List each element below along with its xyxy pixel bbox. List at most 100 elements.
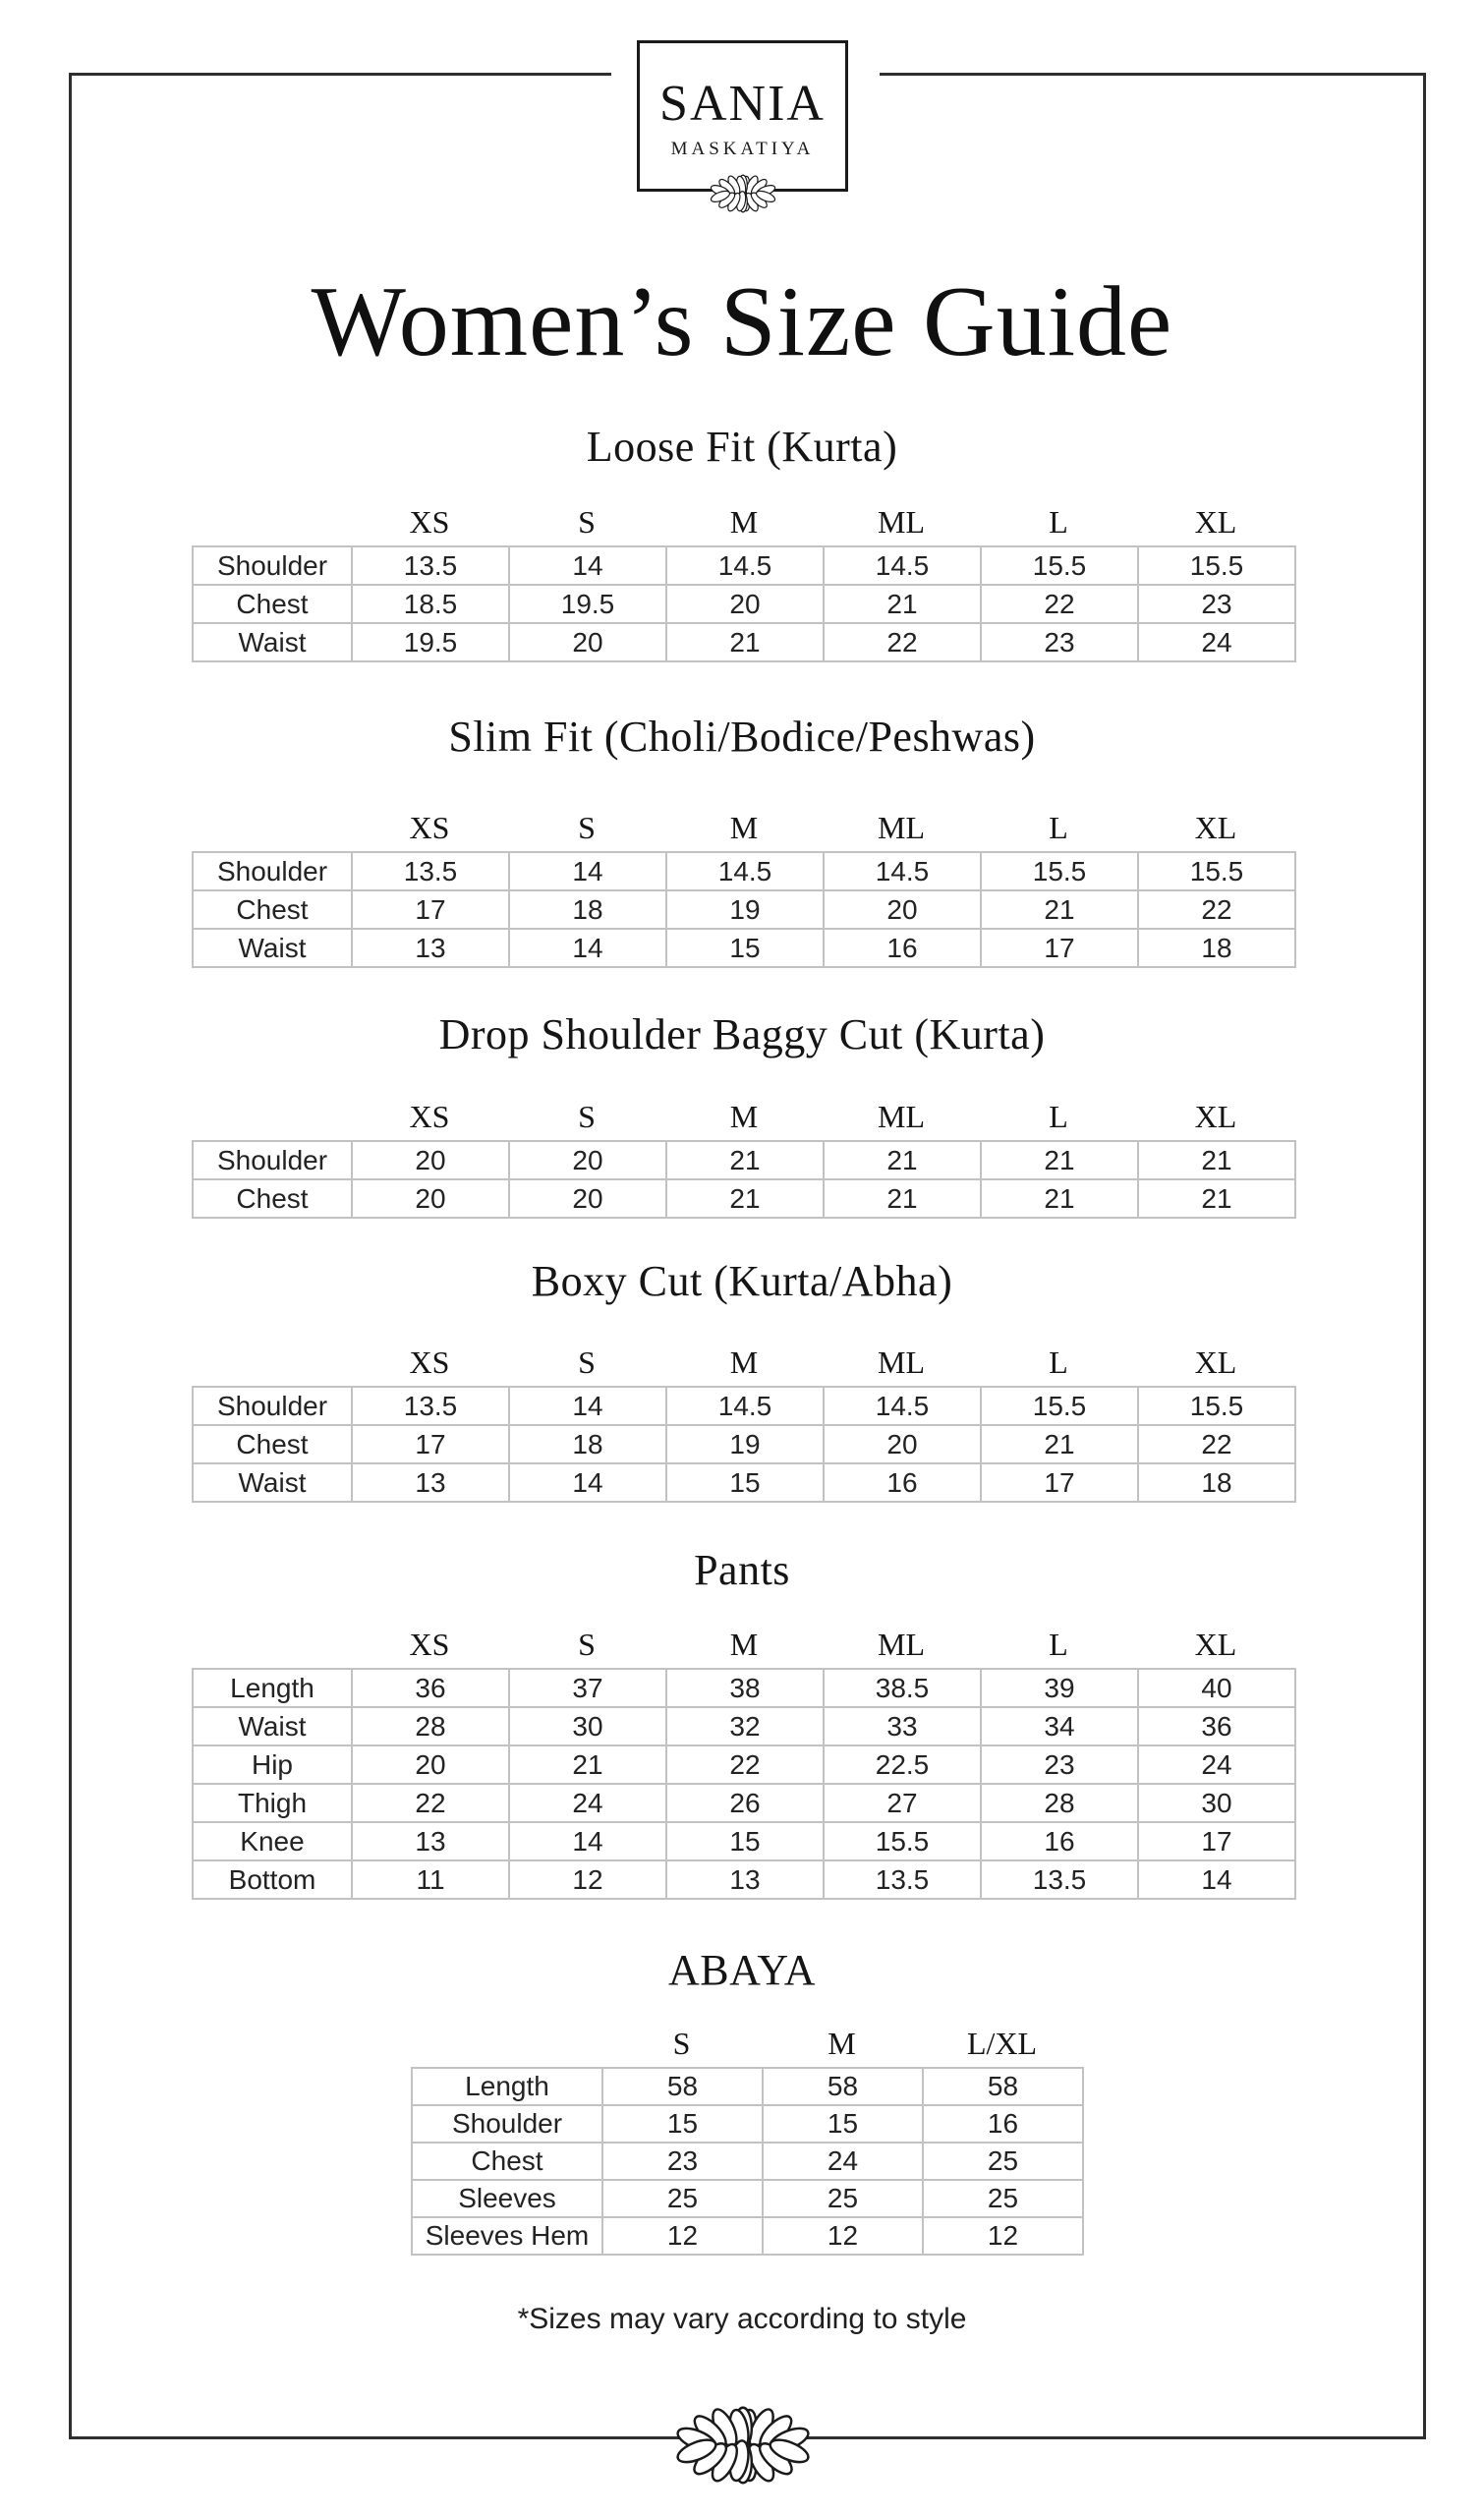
measurement-value-cell: 58 xyxy=(762,2067,924,2106)
measurement-value-cell: 40 xyxy=(1137,1668,1296,1708)
measurement-value-cell: 13 xyxy=(351,1462,510,1503)
measurement-value-cell: 25 xyxy=(922,2142,1084,2181)
measurement-value-cell: 20 xyxy=(351,1140,510,1180)
measurement-value-cell: 24 xyxy=(508,1783,667,1823)
measurement-value-cell: 19 xyxy=(665,1424,825,1464)
measurement-value-cell: 14.5 xyxy=(823,851,982,891)
table-row: Knee 13 14 15 15.5 16 17 xyxy=(192,1821,1296,1861)
size-column-header: M xyxy=(729,1344,759,1380)
measurement-value-cell: 18.5 xyxy=(351,584,510,624)
measurement-row-label: Chest xyxy=(192,584,353,624)
measurement-value-cell: 13.5 xyxy=(351,545,510,586)
measurement-value-cell: 20 xyxy=(665,584,825,624)
size-column-header: ML xyxy=(878,504,925,540)
size-column-header: ML xyxy=(878,1344,925,1380)
measurement-value-cell: 16 xyxy=(823,1462,982,1503)
measurement-value-cell: 23 xyxy=(980,622,1139,662)
table-row: Chest 20 20 21 21 21 21 xyxy=(192,1178,1296,1219)
size-column-header: M xyxy=(729,1627,759,1662)
measurement-value-cell: 21 xyxy=(508,1744,667,1785)
measurement-value-cell: 13.5 xyxy=(823,1859,982,1900)
measurement-value-cell: 28 xyxy=(351,1706,510,1746)
brand-subname: MASKATIYA xyxy=(670,139,815,159)
table-row: Length 58 58 58 xyxy=(411,2067,1084,2106)
measurement-value-cell: 17 xyxy=(351,1424,510,1464)
measurement-value-cell: 37 xyxy=(508,1668,667,1708)
page-frame-top-left-segment xyxy=(69,73,611,76)
measurement-row-label: Hip xyxy=(192,1744,353,1785)
table-row: Chest 17 18 19 20 21 22 xyxy=(192,889,1296,930)
measurement-value-cell: 14 xyxy=(508,928,667,968)
brand-name: SANIA xyxy=(659,76,826,132)
table-row: Shoulder 20 20 21 21 21 21 xyxy=(192,1140,1296,1180)
size-column-header: XL xyxy=(1194,1344,1237,1380)
measurement-value-cell: 13 xyxy=(665,1859,825,1900)
measurement-value-cell: 13 xyxy=(351,1821,510,1861)
measurement-value-cell: 11 xyxy=(351,1859,510,1900)
measurement-value-cell: 17 xyxy=(980,1462,1139,1503)
measurement-value-cell: 23 xyxy=(601,2142,764,2181)
measurement-value-cell: 18 xyxy=(508,1424,667,1464)
measurement-value-cell: 15 xyxy=(665,928,825,968)
size-column-header: S xyxy=(578,504,596,540)
measurement-row-label: Shoulder xyxy=(411,2104,603,2144)
measurement-value-cell: 32 xyxy=(665,1706,825,1746)
measurement-row-label: Sleeves xyxy=(411,2179,603,2218)
measurement-value-cell: 13.5 xyxy=(351,851,510,891)
page-title: Women’s Size Guide xyxy=(311,266,1173,377)
size-column-header: M xyxy=(828,2026,856,2061)
measurement-value-cell: 12 xyxy=(601,2216,764,2256)
measurement-value-cell: 15.5 xyxy=(980,851,1139,891)
measurement-value-cell: 15.5 xyxy=(1137,1386,1296,1426)
measurement-value-cell: 14 xyxy=(1137,1859,1296,1900)
measurement-row-label: Waist xyxy=(192,622,353,662)
size-column-header: L xyxy=(1049,810,1068,845)
measurement-value-cell: 24 xyxy=(1137,1744,1296,1785)
measurement-value-cell: 13.5 xyxy=(980,1859,1139,1900)
size-column-header-row: XS S M ML L XL xyxy=(351,1101,1294,1132)
table-row: Chest 23 24 25 xyxy=(411,2142,1084,2181)
measurement-value-cell: 23 xyxy=(980,1744,1139,1785)
measurement-value-cell: 22 xyxy=(1137,1424,1296,1464)
size-column-header: L xyxy=(1049,504,1068,540)
measurement-value-cell: 21 xyxy=(823,584,982,624)
size-column-header: S xyxy=(672,2026,691,2061)
table-row: Waist 28 30 32 33 34 36 xyxy=(192,1706,1296,1746)
measurement-value-cell: 21 xyxy=(980,1178,1139,1219)
size-column-header: XL xyxy=(1194,1099,1237,1134)
measurement-value-cell: 21 xyxy=(1137,1178,1296,1219)
measurement-value-cell: 20 xyxy=(508,1178,667,1219)
size-column-header: M xyxy=(729,1099,759,1134)
leaf-ornament-icon xyxy=(647,2404,839,2487)
measurement-value-cell: 22 xyxy=(1137,889,1296,930)
size-column-header: L xyxy=(1049,1099,1068,1134)
measurement-value-cell: 15 xyxy=(665,1462,825,1503)
table-row: Bottom 11 12 13 13.5 13.5 14 xyxy=(192,1859,1296,1900)
table-row: Shoulder 13.5 14 14.5 14.5 15.5 15.5 xyxy=(192,545,1296,586)
measurement-row-label: Bottom xyxy=(192,1859,353,1900)
measurement-value-cell: 30 xyxy=(1137,1783,1296,1823)
measurement-row-label: Waist xyxy=(192,1462,353,1503)
size-table: Shoulder 13.5 14 14.5 14.5 15.5 15.5 Chest 17 18 1… xyxy=(192,851,1296,968)
measurement-value-cell: 21 xyxy=(665,1140,825,1180)
measurement-value-cell: 16 xyxy=(980,1821,1139,1861)
measurement-value-cell: 14.5 xyxy=(665,851,825,891)
size-column-header-row: S M L/XL xyxy=(601,2028,1082,2059)
size-column-header: XL xyxy=(1194,1627,1237,1662)
size-table: Shoulder 13.5 14 14.5 14.5 15.5 15.5 Chest 18.5 1… xyxy=(192,545,1296,662)
size-column-header: M xyxy=(729,810,759,845)
measurement-value-cell: 21 xyxy=(665,1178,825,1219)
measurement-value-cell: 36 xyxy=(351,1668,510,1708)
size-column-header: L xyxy=(1049,1627,1068,1662)
measurement-value-cell: 17 xyxy=(351,889,510,930)
size-column-header: XS xyxy=(409,1344,450,1380)
measurement-value-cell: 24 xyxy=(762,2142,924,2181)
section-title: Pants xyxy=(694,1546,790,1594)
section-title: ABAYA xyxy=(667,1946,817,1994)
size-column-header: S xyxy=(578,1344,596,1380)
measurement-row-label: Chest xyxy=(192,1178,353,1219)
size-column-header: S xyxy=(578,810,596,845)
measurement-value-cell: 33 xyxy=(823,1706,982,1746)
measurement-value-cell: 36 xyxy=(1137,1706,1296,1746)
size-column-header: XS xyxy=(409,1627,450,1662)
